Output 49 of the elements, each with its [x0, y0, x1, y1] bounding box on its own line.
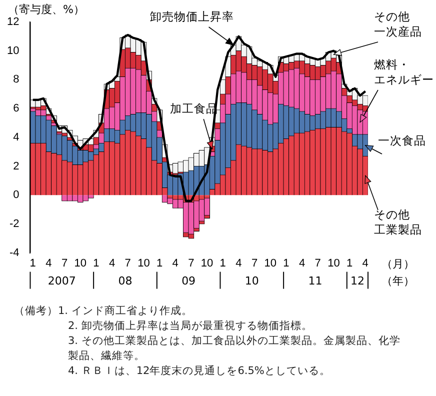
y-tick-label: 12	[6, 16, 20, 28]
x-tick-label: 7	[251, 257, 258, 270]
series-label: 卸売物価上昇率	[150, 10, 234, 24]
x-tick-label: 1	[156, 257, 163, 270]
x-tick-label: 4	[298, 257, 306, 270]
text: 12	[350, 274, 364, 288]
text: （備考）1. インド商工省より作成。	[13, 304, 194, 319]
x-tick-label: 7	[124, 257, 131, 270]
y-axis-title: （寄与度、%）	[8, 2, 84, 16]
text: 4. ＲＢＩは、12年度末の見通しを6.5%としている。	[67, 364, 332, 379]
y-tick-label: -4	[9, 246, 20, 259]
text: 10	[244, 274, 259, 288]
y-tick-label: 4	[13, 131, 20, 144]
x-tick-label: 10	[328, 257, 340, 270]
text: 2007	[48, 274, 76, 288]
x-tick-label: 4	[46, 257, 52, 270]
text: （月）	[382, 258, 414, 271]
x-tick-label: 7	[314, 257, 321, 270]
text: 2. 卸売物価上昇率は当局が最重視する物価指標。	[67, 319, 314, 334]
text: 11	[308, 274, 322, 288]
text: 08	[118, 274, 132, 288]
x-tick-label: 4	[236, 257, 242, 270]
x-tick-label: 10	[138, 257, 150, 270]
text: 燃料・エネルギー	[374, 58, 434, 87]
x-tick-label: 1	[93, 257, 100, 270]
x-tick-label: 1	[30, 257, 36, 270]
x-tick-label: 10	[74, 257, 86, 270]
x-tick-label: 10	[200, 257, 214, 270]
text: その他一次産品	[374, 10, 422, 39]
y-tick-label: 0	[13, 189, 20, 202]
series-label: その他工業製品	[374, 208, 422, 237]
y-tick-label: -2	[9, 218, 20, 230]
y-tick-label: 2	[13, 160, 20, 172]
y-tick-label: 6	[13, 102, 20, 115]
text: （年）	[382, 274, 414, 288]
x-tick-label: 4	[108, 257, 116, 270]
legend-label: 一次食品	[378, 134, 426, 148]
text: 09	[182, 274, 196, 288]
x-tick-label: 7	[188, 257, 194, 270]
x-tick-label: 4	[172, 257, 178, 270]
x-tick-label: 7	[61, 257, 68, 270]
y-tick-label: 10	[6, 44, 20, 57]
text: 3. その他工業製品とは、加工食品以外の工業製品。金属製品、化学製品、繊維等。	[67, 334, 402, 364]
x-tick-label: 1	[283, 257, 290, 270]
x-tick-label: 4	[362, 257, 368, 270]
y-tick-label: 8	[13, 74, 20, 86]
x-tick-label: 1	[346, 257, 353, 270]
x-tick-label: 1	[220, 257, 226, 270]
x-tick-label: 10	[264, 257, 276, 270]
